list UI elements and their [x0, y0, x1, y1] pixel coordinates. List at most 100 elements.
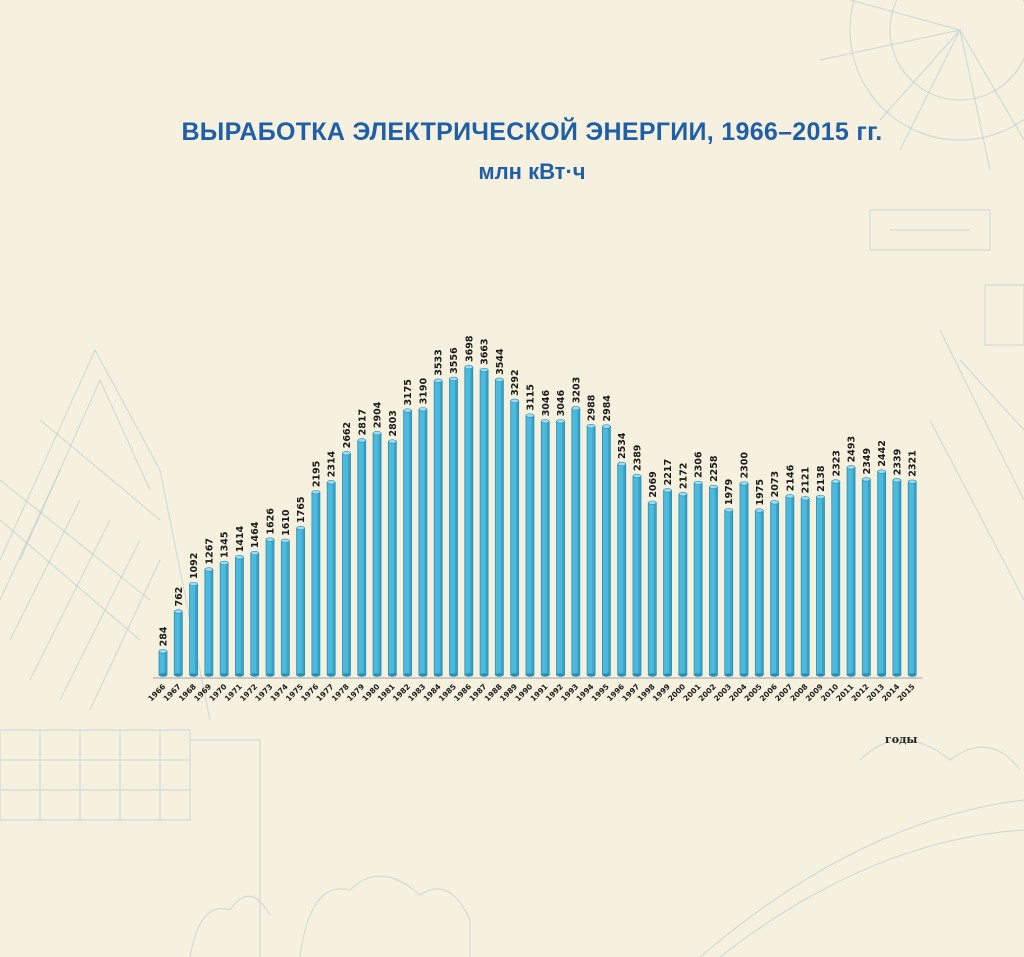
bar-top-cap: [173, 609, 183, 614]
bar-shade: [271, 539, 275, 675]
bar-bottom-cap: [571, 673, 580, 677]
bar-bottom-cap: [663, 673, 672, 677]
bar-top-cap: [204, 567, 214, 572]
value-label: 2988: [587, 394, 598, 421]
bar-shade: [913, 481, 917, 675]
bar: [632, 473, 642, 677]
value-label: 2321: [908, 450, 919, 476]
bar-bottom-cap: [648, 673, 657, 677]
x-tick-label: 2015: [895, 682, 916, 703]
bar-bottom-cap: [434, 673, 443, 677]
bar: [770, 500, 779, 677]
value-label: 2817: [357, 409, 368, 435]
bar-shade: [776, 502, 779, 675]
bar-bottom-cap: [220, 673, 229, 677]
bar-top-cap: [617, 461, 627, 467]
value-label: 3190: [418, 377, 429, 404]
bar: [556, 419, 565, 677]
bar-bottom-cap: [204, 673, 213, 677]
value-label: 2217: [663, 459, 674, 485]
value-label: 2904: [373, 401, 384, 428]
bar-shade: [852, 467, 856, 675]
bar-top-cap: [250, 550, 260, 556]
bar: [235, 555, 244, 677]
value-label: 2323: [831, 450, 842, 476]
bar-shade: [684, 494, 687, 675]
bar-top-cap: [189, 581, 198, 587]
bar-shade: [531, 415, 534, 675]
value-label: 1464: [250, 521, 261, 548]
bar-shade: [409, 410, 412, 675]
bar-top-cap: [296, 525, 305, 531]
bar-top-cap: [739, 481, 749, 486]
bar-bottom-cap: [311, 673, 320, 677]
bar-shade: [500, 379, 504, 675]
bar-bottom-cap: [908, 673, 917, 677]
value-label: 2258: [709, 455, 720, 482]
value-label: 2306: [694, 451, 705, 478]
bar-top-cap: [510, 398, 519, 403]
bar: [709, 484, 718, 677]
bar: [204, 567, 214, 677]
bar-bottom-cap: [770, 673, 779, 677]
bar-shade: [164, 651, 167, 675]
bar-top-cap: [479, 367, 489, 373]
bar-shade: [562, 421, 565, 675]
value-label: 2300: [740, 452, 751, 479]
bar-bottom-cap: [403, 673, 412, 677]
value-label: 3556: [449, 347, 460, 374]
bar: [739, 481, 749, 677]
bar-shade: [240, 557, 244, 675]
bar-bottom-cap: [464, 673, 473, 677]
value-label: 1975: [755, 479, 766, 505]
bar: [250, 550, 260, 677]
bar-top-cap: [372, 431, 382, 436]
bar-bottom-cap: [877, 673, 886, 677]
value-label: 3115: [525, 384, 536, 410]
value-label: 2349: [862, 448, 873, 474]
bar-bottom-cap: [373, 673, 382, 677]
bar-bottom-cap: [862, 673, 871, 677]
bar-shade: [439, 380, 443, 675]
value-label: 2121: [801, 467, 812, 493]
bar-top-cap: [862, 477, 871, 482]
bar-bottom-cap: [847, 673, 856, 677]
bar-top-cap: [907, 479, 917, 484]
bar-shade: [424, 409, 427, 675]
bar: [877, 469, 887, 677]
bar-top-cap: [357, 438, 367, 443]
bar-top-cap: [556, 419, 565, 424]
bar: [158, 649, 168, 677]
value-label: 1092: [189, 553, 200, 579]
bar: [861, 477, 871, 677]
bar-shade: [730, 510, 733, 675]
value-label: 3203: [571, 377, 582, 403]
bar-top-cap: [755, 508, 764, 513]
bar-top-cap: [831, 479, 841, 484]
bar: [663, 488, 672, 677]
bar-shade: [317, 492, 320, 675]
bar-top-cap: [602, 424, 611, 429]
bar-top-cap: [693, 480, 703, 486]
value-label: 1626: [266, 508, 277, 535]
bar-shade: [546, 421, 550, 675]
bar-bottom-cap: [801, 673, 810, 677]
bar-bottom-cap: [785, 673, 794, 677]
bar-top-cap: [540, 419, 550, 424]
bar-shade: [378, 433, 382, 675]
bar: [540, 419, 550, 677]
value-labels: 284 762 1092 1267 1345 1414 1464 1626 1610 1765 21…: [159, 335, 919, 646]
bar-bottom-cap: [174, 673, 183, 677]
bar-top-cap: [800, 496, 810, 501]
value-label: 3698: [464, 335, 475, 362]
bar: [831, 479, 841, 677]
bar-top-cap: [265, 537, 275, 542]
bar-top-cap: [724, 508, 734, 513]
bar: [449, 376, 458, 677]
bar-bottom-cap: [449, 673, 458, 677]
bar-bottom-cap: [266, 673, 275, 677]
bar: [265, 537, 275, 677]
value-label: 2442: [877, 440, 888, 466]
bar-top-cap: [388, 439, 397, 444]
chart-title: ВЫРАБОТКА ЭЛЕКТРИЧЕСКОЙ ЭНЕРГИИ, 1966–20…: [181, 118, 883, 146]
